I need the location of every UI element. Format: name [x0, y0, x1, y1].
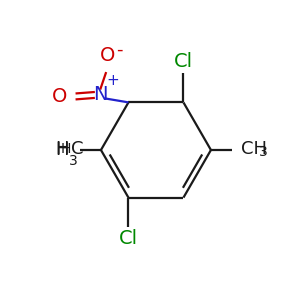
Text: H: H: [55, 141, 68, 159]
Text: O: O: [52, 87, 68, 106]
Text: O: O: [100, 46, 115, 65]
Text: CH: CH: [241, 140, 267, 158]
Text: H: H: [55, 140, 68, 158]
Text: -: -: [117, 40, 123, 58]
Text: C: C: [71, 140, 84, 158]
Text: 3: 3: [69, 154, 77, 168]
Text: Cl: Cl: [119, 229, 138, 248]
Text: 3: 3: [259, 146, 267, 159]
Text: H: H: [61, 142, 71, 156]
Text: N: N: [93, 85, 107, 104]
Text: Cl: Cl: [174, 52, 193, 71]
Text: +: +: [107, 74, 119, 88]
